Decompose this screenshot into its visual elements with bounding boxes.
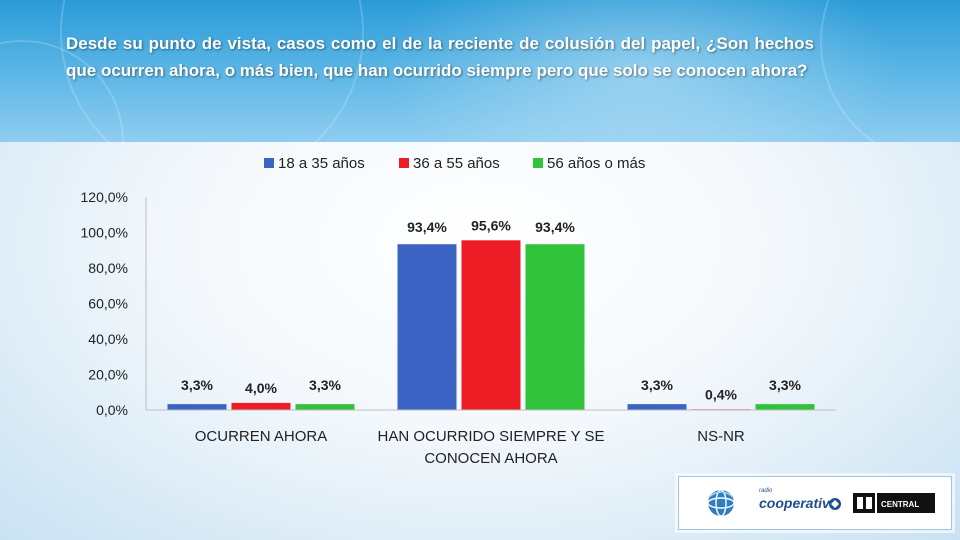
x-axis: OCURREN AHORA HAN OCURRIDO SIEMPRE Y SE CO… (146, 409, 836, 467)
data-label: 93,4% (535, 219, 575, 235)
sponsor-logos: radio cooperativa CENTRAL (678, 476, 952, 530)
data-label: 3,3% (181, 377, 213, 393)
y-tick-label: 100,0% (81, 225, 128, 241)
y-tick-label: 60,0% (88, 296, 128, 312)
central-logo-text: CENTRAL (881, 500, 919, 509)
globe-logo-icon (707, 489, 735, 517)
bar (397, 244, 457, 410)
data-label: 93,4% (407, 219, 447, 235)
data-label: 3,3% (309, 377, 341, 393)
cooperativa-small-text: radio (759, 488, 773, 494)
slide-header: Desde su punto de vista, casos como el d… (0, 0, 960, 142)
bar (627, 404, 687, 410)
x-category-label: CONOCEN AHORA (424, 450, 557, 467)
cooperativa-logo-text: cooperativa (759, 495, 838, 511)
legend-swatch (533, 158, 543, 168)
bar (755, 404, 815, 410)
legend-label: 56 años o más (547, 155, 645, 172)
chart-legend: 18 a 35 años 36 a 55 años 56 años o más (264, 155, 645, 172)
legend-swatch (399, 158, 409, 168)
cooperativa-mark-icon (829, 498, 841, 510)
y-tick-label: 20,0% (88, 367, 128, 383)
bar-series: 3,3% 4,0% 3,3% 93,4% 95,6% 93,4% 3,3% 0,4% 3,3% (167, 217, 815, 410)
data-label: 3,3% (641, 377, 673, 393)
header-glow (380, 0, 900, 142)
y-tick-label: 120,0% (81, 189, 128, 205)
data-label: 4,0% (245, 380, 277, 396)
y-tick-label: 80,0% (88, 260, 128, 276)
legend-label: 18 a 35 años (278, 155, 365, 172)
bar (167, 404, 227, 410)
legend-swatch (264, 158, 274, 168)
data-label: 0,4% (705, 386, 737, 402)
y-tick-label: 0,0% (96, 402, 128, 418)
y-tick-label: 40,0% (88, 331, 128, 347)
survey-question: Desde su punto de vista, casos como el d… (66, 34, 814, 80)
x-category-label: NS-NR (697, 428, 745, 445)
x-category-label: HAN OCURRIDO SIEMPRE Y SE (378, 428, 605, 445)
x-category-label: OCURREN AHORA (195, 428, 328, 445)
bar (461, 240, 521, 410)
data-label: 95,6% (471, 217, 511, 233)
universidad-central-logo-icon (853, 493, 935, 513)
data-label: 3,3% (769, 377, 801, 393)
bar-chart: 18 a 35 años 36 a 55 años 56 años o más 0,… (81, 155, 836, 467)
legend-label: 36 a 55 años (413, 155, 500, 172)
bar (231, 402, 291, 410)
y-axis: 0,0% 20,0% 40,0% 60,0% 80,0% 100,0% 120,0% (81, 189, 147, 418)
bar (295, 404, 355, 410)
bar (525, 244, 585, 410)
